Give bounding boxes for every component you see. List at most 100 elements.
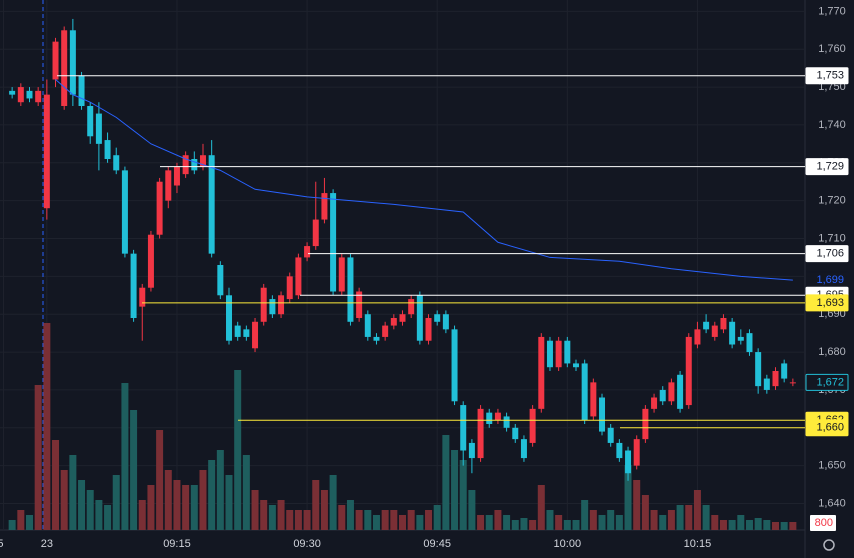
volume-bar	[372, 515, 380, 530]
volume-bar	[702, 505, 710, 530]
candle-body	[599, 397, 606, 432]
candle-body	[295, 257, 302, 296]
candle-body	[460, 405, 467, 451]
candle-body	[781, 363, 788, 379]
level-label-box	[805, 419, 849, 437]
volume-bar	[754, 518, 762, 530]
settings-icon[interactable]	[823, 539, 835, 551]
volume-bar	[208, 460, 216, 530]
volume-bar	[216, 450, 224, 530]
level-label: 1,753	[816, 70, 844, 82]
volume-bar	[130, 410, 138, 530]
volume-bar	[650, 510, 658, 530]
candle-body	[330, 193, 337, 292]
candle-body	[147, 234, 154, 288]
volume-bar	[277, 500, 285, 530]
candle-body	[677, 374, 684, 409]
x-tick-label: 09:30	[293, 538, 321, 550]
volume-bar	[780, 522, 788, 530]
volume-bar	[433, 505, 441, 530]
candle-body	[139, 287, 146, 307]
volume-bar	[390, 510, 398, 530]
volume-bar	[485, 515, 493, 530]
level-label: 1,706	[816, 248, 844, 260]
volume-bar	[572, 520, 580, 530]
last-price-label-box	[805, 373, 849, 391]
candle-body	[703, 321, 710, 330]
candle-body	[182, 155, 189, 175]
volume-bar	[425, 510, 433, 530]
candle-body	[104, 140, 111, 159]
y-tick-label: 1,740	[818, 119, 846, 131]
volume-label-box	[810, 515, 836, 531]
volume-bar	[251, 490, 259, 530]
candle-body	[347, 257, 354, 322]
volume-bar	[581, 500, 589, 530]
volume-bar	[598, 515, 606, 530]
y-tick-label: 1,680	[818, 346, 846, 358]
volume-bar	[745, 520, 753, 530]
volume-bar	[494, 510, 502, 530]
candle-body	[304, 246, 311, 258]
volume-bar	[355, 510, 363, 530]
volume-bar	[199, 470, 207, 530]
volume-bar	[338, 505, 346, 530]
volume-bar	[364, 510, 372, 530]
volume-bar	[442, 435, 450, 530]
volume-bar	[104, 505, 112, 530]
candle-body	[234, 325, 241, 337]
candle-body	[217, 265, 224, 296]
candle-body	[260, 287, 267, 322]
level-label: 1,660	[816, 422, 844, 434]
candle-body	[538, 336, 545, 409]
candle-body	[95, 113, 102, 144]
candle-body	[711, 325, 718, 337]
candle-body	[737, 336, 744, 341]
candle-body	[555, 340, 562, 368]
level-label-box	[805, 294, 849, 312]
candle-body	[226, 295, 233, 341]
x-tick-label: 23	[41, 538, 53, 550]
candle-body	[156, 181, 163, 235]
candle-body	[642, 408, 649, 440]
candle-body	[399, 314, 406, 322]
candle-body	[434, 314, 441, 322]
candle-body	[581, 363, 588, 421]
x-tick-label: 10:00	[554, 538, 582, 550]
volume-bar	[520, 518, 528, 530]
volume-bar	[78, 480, 86, 530]
y-tick-label: 1,710	[818, 232, 846, 244]
candle-body	[512, 427, 519, 440]
volume-bar	[511, 520, 519, 530]
volume-bar	[173, 480, 181, 530]
volume-bar	[43, 323, 51, 530]
volume-bar	[503, 515, 511, 530]
candle-body	[503, 416, 510, 428]
volume-bar	[589, 510, 597, 530]
volume-bar	[772, 522, 780, 530]
volume-bar	[789, 522, 797, 530]
candle-body	[130, 253, 137, 318]
candle-body	[269, 299, 276, 315]
volume-bar	[659, 515, 667, 530]
volume-bar	[164, 470, 172, 530]
volume-bar	[381, 510, 389, 530]
volume-bar	[693, 490, 701, 530]
volume-bar	[416, 515, 424, 530]
volume-bar	[34, 385, 42, 530]
volume-bar	[69, 455, 77, 530]
volume-bar	[615, 515, 623, 530]
candle-body	[199, 155, 206, 167]
candle-body	[364, 314, 371, 337]
volume-bar	[555, 515, 563, 530]
volume-bar	[607, 510, 615, 530]
volume-bar	[112, 475, 120, 530]
candle-body	[286, 276, 293, 300]
candle-body	[729, 321, 736, 345]
candle-body	[408, 299, 415, 315]
volume-bar	[303, 510, 311, 530]
candle-body	[789, 382, 796, 384]
candle-body	[390, 318, 397, 326]
volume-bar	[242, 455, 250, 530]
